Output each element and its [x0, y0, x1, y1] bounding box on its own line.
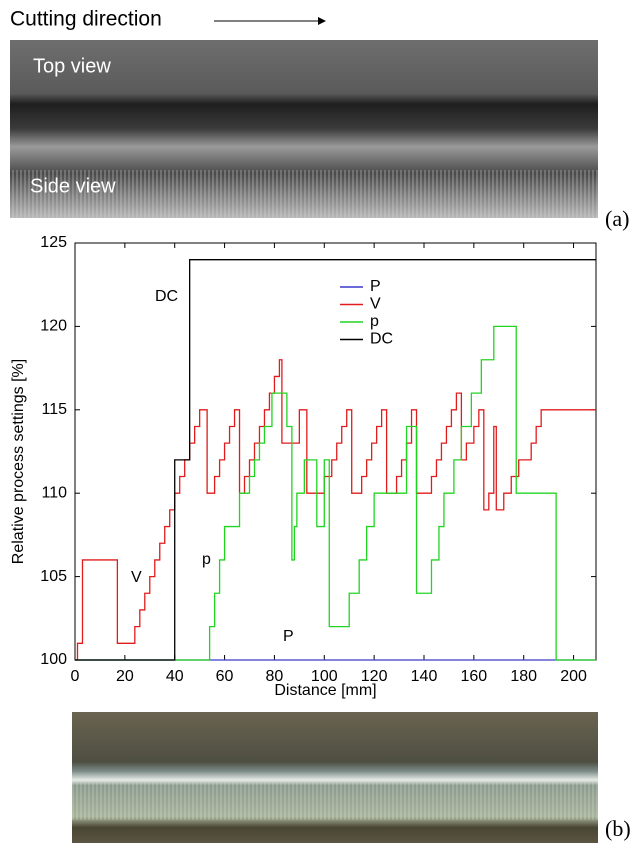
annotation: P [283, 628, 294, 645]
y-tick-label: 105 [40, 568, 67, 585]
annotation: p [202, 551, 211, 568]
x-tick-label: 120 [361, 668, 388, 685]
x-tick-label: 100 [311, 668, 338, 685]
plot-frame [74, 242, 597, 661]
legend-label: DC [370, 331, 393, 348]
series-line [75, 325, 596, 661]
header: Cutting direction [10, 8, 162, 31]
panel-label: (b) [605, 816, 631, 841]
y-tick-label: 115 [41, 401, 67, 418]
legend-label: p [370, 313, 379, 330]
legend-label: P [370, 278, 381, 295]
annotation: V [131, 569, 142, 586]
x-tick-label: 0 [71, 668, 80, 685]
y-tick-label: 100 [40, 651, 67, 668]
panel-label: (a) [605, 206, 629, 231]
x-tick-label: 80 [266, 668, 284, 685]
photo-b-texture [72, 780, 598, 820]
photo-b [72, 712, 598, 843]
y-tick-label: 110 [41, 484, 67, 501]
x-axis-label: Distance [mm] [274, 682, 376, 699]
y-tick-label: 125 [40, 234, 67, 251]
photo-label: Top view [33, 55, 111, 77]
legend-label: V [370, 296, 381, 313]
annotation: DC [155, 288, 178, 305]
x-tick-label: 60 [216, 668, 234, 685]
y-tick-label: 120 [40, 318, 67, 335]
x-tick-label: 180 [510, 668, 537, 685]
chart: 100 105 110 115 120 125 0 20 40 60 80 100 120 140 160 1… [10, 234, 597, 699]
photo-label: Side view [30, 175, 116, 197]
photo-a-texture [10, 170, 598, 218]
x-tick-label: 140 [411, 668, 438, 685]
y-axis-label: Relative process settings [%] [10, 359, 27, 564]
x-tick-label: 40 [166, 668, 184, 685]
series-line [75, 359, 596, 661]
x-tick-label: 160 [461, 668, 488, 685]
series-line [75, 259, 596, 661]
x-tick-label: 200 [560, 668, 587, 685]
arrow-head [318, 17, 326, 25]
x-tick-label: 20 [116, 668, 134, 685]
